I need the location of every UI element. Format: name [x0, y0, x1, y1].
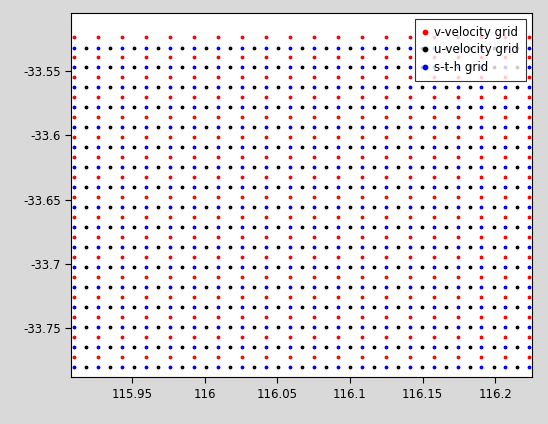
v-velocity grid — [287, 315, 293, 320]
u-velocity grid — [83, 45, 89, 50]
v-velocity grid — [71, 354, 77, 360]
s-t-h grid — [191, 165, 197, 170]
v-velocity grid — [430, 75, 437, 80]
v-velocity grid — [526, 35, 533, 40]
Line: u-velocity grid: u-velocity grid — [84, 45, 544, 369]
v-velocity grid — [71, 35, 77, 40]
s-t-h grid — [430, 85, 437, 90]
v-velocity grid — [502, 95, 509, 100]
s-t-h grid — [287, 324, 293, 329]
s-t-h grid — [502, 105, 509, 110]
Legend: v-velocity grid, u-velocity grid, s-t-h grid: v-velocity grid, u-velocity grid, s-t-h … — [415, 19, 526, 81]
s-t-h grid — [71, 365, 77, 370]
u-velocity grid — [538, 45, 545, 50]
s-t-h grid — [334, 105, 341, 110]
s-t-h grid — [71, 45, 77, 50]
u-velocity grid — [442, 85, 449, 90]
u-velocity grid — [299, 324, 305, 329]
u-velocity grid — [203, 165, 209, 170]
s-t-h grid — [95, 304, 101, 310]
v-velocity grid — [95, 295, 101, 300]
u-velocity grid — [346, 105, 353, 110]
u-velocity grid — [514, 105, 521, 110]
u-velocity grid — [107, 304, 113, 310]
v-velocity grid — [191, 155, 197, 160]
v-velocity grid — [334, 95, 341, 100]
Line: v-velocity grid: v-velocity grid — [72, 35, 532, 360]
Line: s-t-h grid: s-t-h grid — [72, 45, 532, 369]
s-t-h grid — [526, 45, 533, 50]
u-velocity grid — [83, 365, 89, 370]
